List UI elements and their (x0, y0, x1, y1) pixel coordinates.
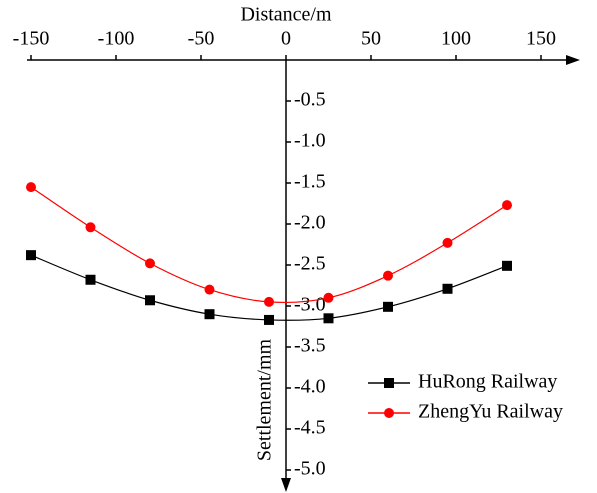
marker (383, 270, 393, 281)
marker (442, 237, 453, 248)
legend-marker (384, 378, 394, 388)
x-axis-label: Distance/m (240, 4, 332, 26)
x-tick-label: -150 (13, 28, 50, 50)
x-axis-arrow (566, 55, 580, 65)
marker (323, 313, 334, 324)
marker (26, 182, 36, 193)
x-tick-label: 50 (361, 28, 381, 50)
series-line (30, 254, 508, 321)
marker (26, 250, 36, 261)
legend-label: ZhengYu Railway (418, 401, 563, 423)
legend-marker (384, 408, 394, 418)
marker (264, 314, 274, 325)
marker (145, 258, 155, 269)
y-axis-arrow (281, 478, 291, 492)
marker (383, 301, 393, 312)
series-line (30, 186, 508, 304)
y-tick-label: -1.0 (294, 130, 326, 152)
x-tick-label: 0 (281, 28, 291, 50)
x-tick-label: -100 (98, 28, 135, 50)
x-tick-label: 150 (526, 28, 556, 50)
x-tick-label: -50 (188, 28, 215, 50)
marker (502, 200, 512, 211)
marker (323, 292, 334, 303)
y-tick-label: -1.5 (294, 171, 326, 193)
y-tick-label: -2.0 (294, 212, 326, 234)
marker (85, 222, 96, 233)
marker (204, 284, 215, 295)
legend-label: HuRong Railway (418, 371, 557, 393)
y-tick-label: -3.0 (294, 294, 326, 316)
marker (502, 260, 512, 271)
marker (85, 274, 96, 285)
marker (442, 283, 453, 294)
x-tick-label: 100 (441, 28, 471, 50)
y-tick-label: -4.5 (294, 417, 326, 439)
y-tick-label: -2.5 (294, 253, 326, 275)
y-tick-label: -0.5 (294, 89, 326, 111)
marker (145, 295, 155, 306)
y-axis-label: Settlement/mm (254, 338, 276, 461)
marker (204, 309, 215, 320)
marker (264, 296, 274, 307)
y-tick-label: -4.0 (294, 376, 326, 398)
y-tick-label: -3.5 (294, 335, 326, 357)
y-tick-label: -5.0 (294, 458, 326, 480)
